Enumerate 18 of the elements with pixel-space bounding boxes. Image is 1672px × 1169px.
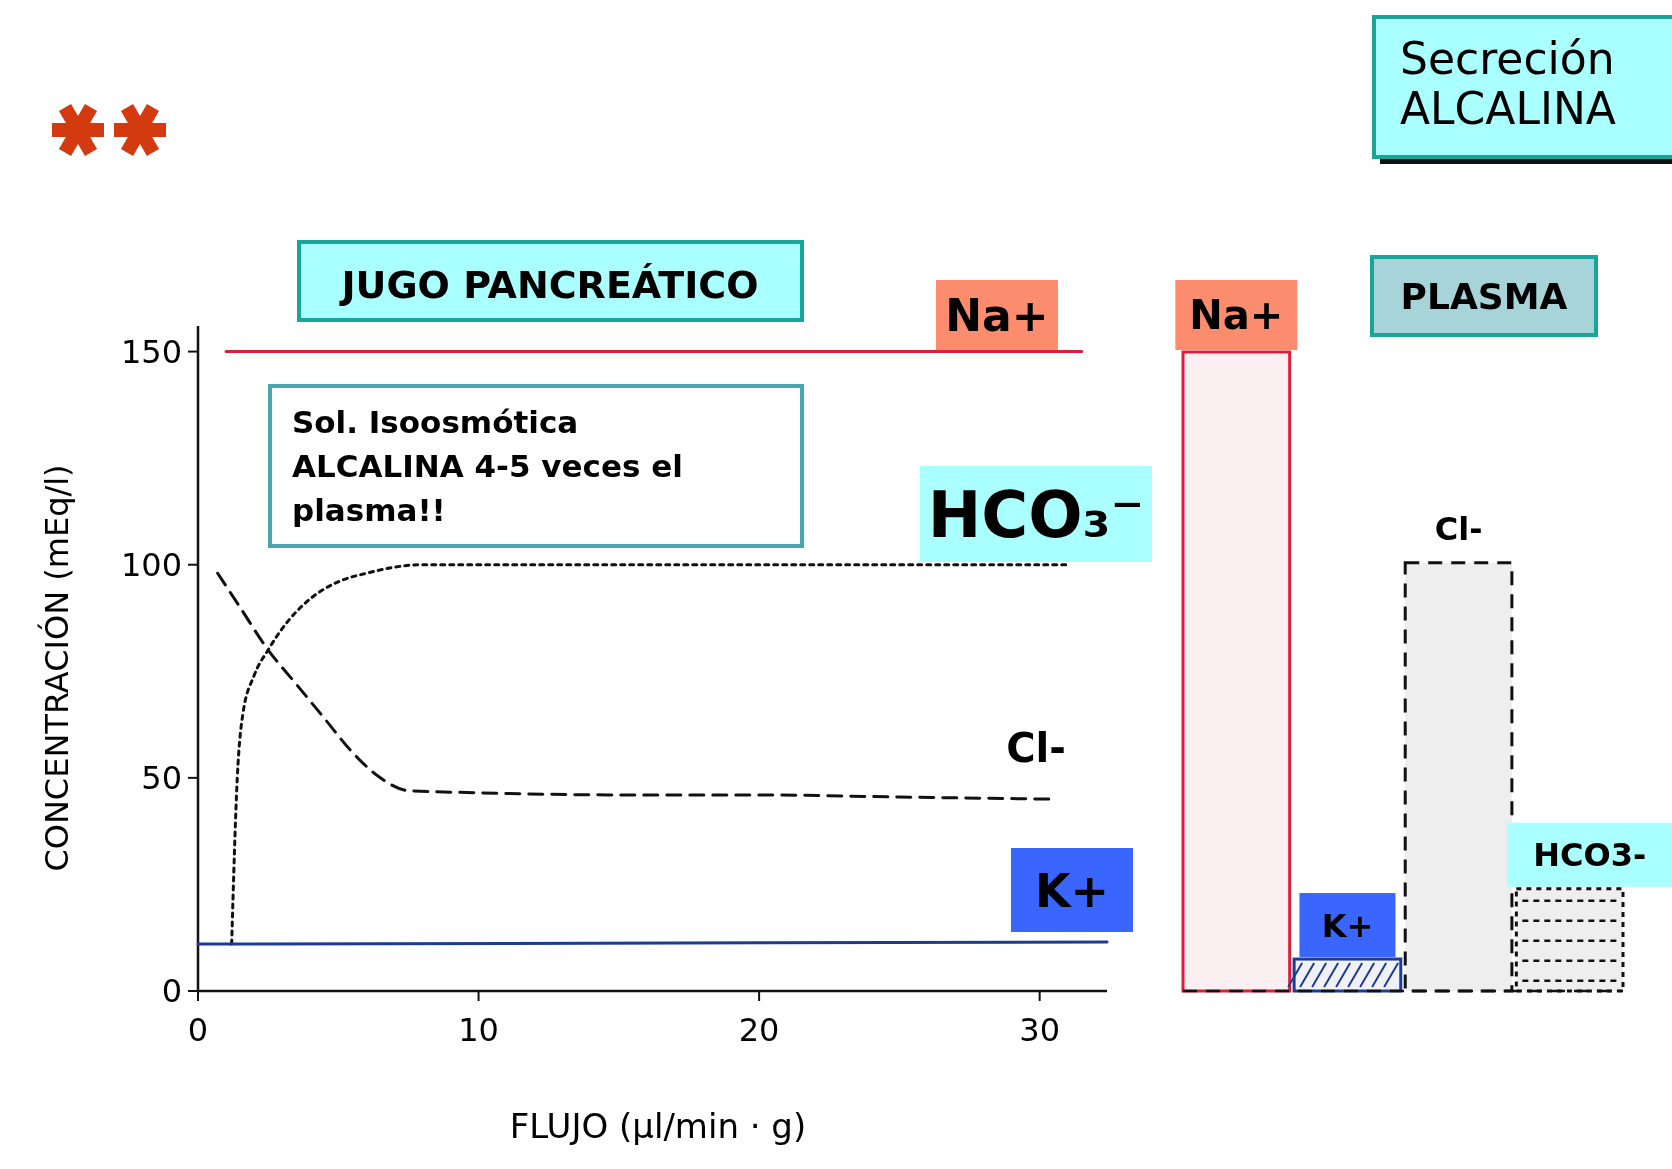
y-tick-label: 150 (120, 332, 182, 371)
x-axis-title: FLUJO (µl/min · g) (509, 1106, 807, 1146)
x-tick-label: 30 (1019, 1011, 1061, 1049)
annotation: Sol. Isoosmótica ALCALINA 4-5 veces el plasma!! (292, 404, 683, 528)
y-tick-label: 100 (120, 545, 182, 584)
x-tick-label: HCO3- (1533, 836, 1647, 875)
series-label: HCO₃⁻ (927, 478, 1145, 553)
y-tick-label: 50 (141, 758, 182, 797)
text: Secreción ALCALINA (1400, 33, 1616, 134)
x-tick-label: 0 (187, 1011, 209, 1049)
chart-title: JUGO PANCREÁTICO (338, 263, 759, 307)
x-tick-label: 10 (458, 1011, 499, 1049)
y-axis-title: CONCENTRACIÓN (mEq/l) (37, 464, 76, 872)
x-tick-label: 20 (738, 1011, 780, 1049)
chart-title: PLASMA (1400, 276, 1568, 317)
series-label: Cl- (1006, 725, 1066, 772)
y-tick-label: 0 (161, 972, 182, 1010)
series-label: Na+ (945, 289, 1049, 341)
